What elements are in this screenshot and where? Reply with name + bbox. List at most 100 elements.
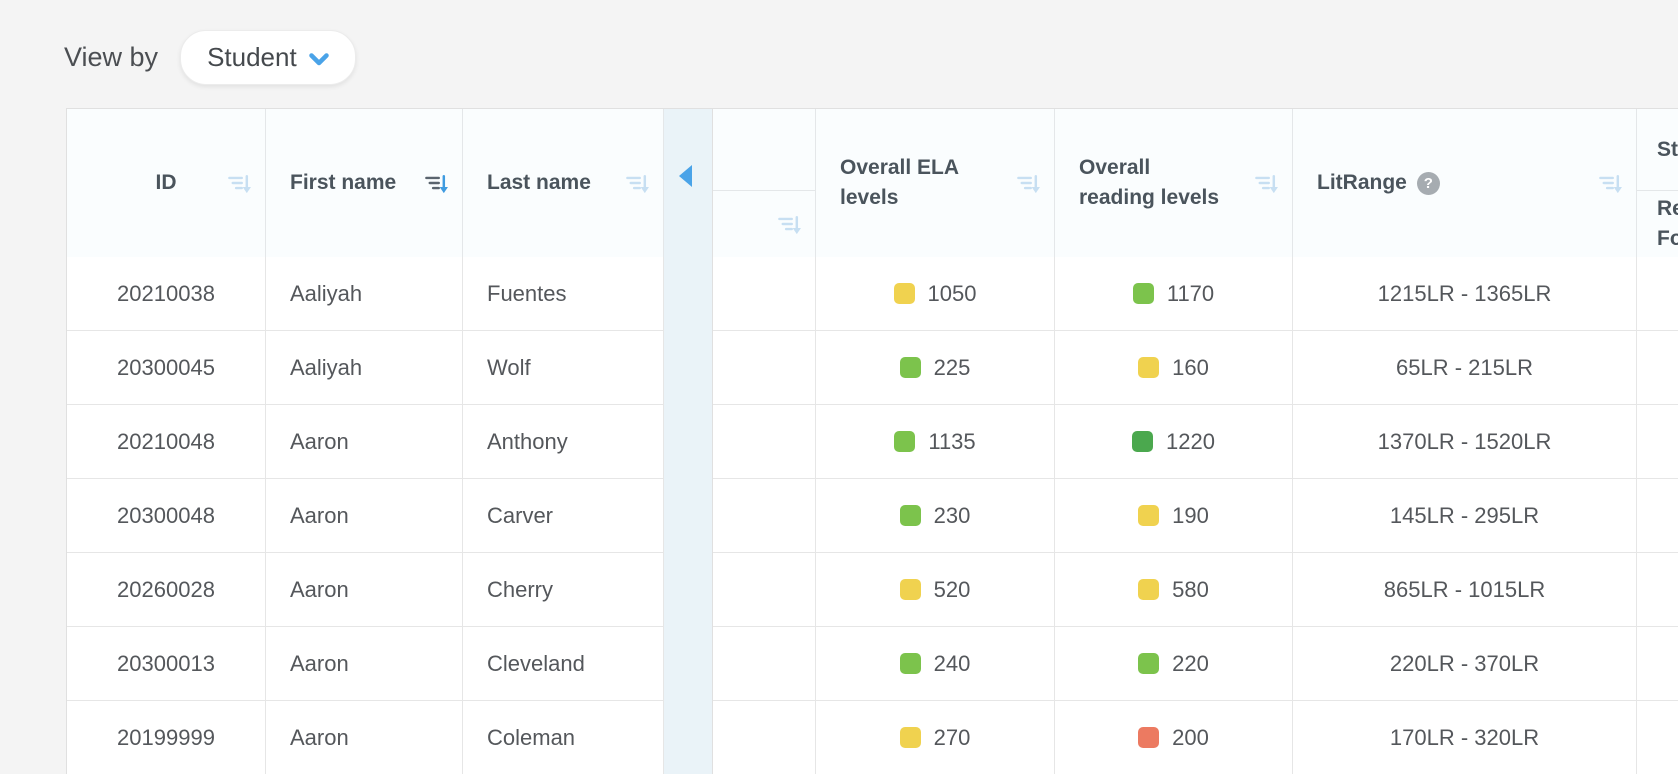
cell-first-name: Aaliyah	[266, 331, 463, 404]
collapsed-column-strip[interactable]	[664, 109, 713, 774]
sub-header-empty[interactable]	[713, 191, 815, 257]
cell-ela-level: 270	[816, 701, 1055, 774]
column-header-litrange[interactable]: LitRange ?	[1293, 109, 1637, 257]
column-header-label: levels	[840, 186, 899, 209]
column-header-label: LitRange	[1317, 171, 1407, 194]
view-by-label: View by	[64, 42, 159, 72]
level-indicator	[894, 431, 916, 452]
cell-first-name: Aaron	[266, 405, 463, 478]
cell-last-name: Anthony	[463, 405, 664, 478]
cell-ela-level: 225	[816, 331, 1055, 404]
reading-level-value: 1170	[1166, 280, 1215, 306]
ela-level-value: 270	[933, 724, 971, 750]
column-header-partial[interactable]: St Re Fo	[1637, 109, 1678, 257]
table-row: 20199999 Aaron Coleman 270 200 170LR - 3…	[67, 701, 1678, 774]
expand-column-left-arrow-icon[interactable]	[679, 165, 692, 187]
level-indicator	[893, 283, 915, 304]
column-header-label: Last name	[487, 171, 591, 194]
level-indicator	[899, 357, 921, 378]
ela-level-value: 520	[933, 576, 971, 602]
cell-last-name: Carver	[463, 479, 664, 552]
sort-icon[interactable]	[624, 170, 651, 197]
cell-reading-level: 200	[1055, 701, 1293, 774]
level-indicator	[1138, 653, 1160, 674]
level-indicator	[1138, 579, 1160, 600]
reading-level-value: 1220	[1166, 428, 1215, 454]
cell-reading-level: 160	[1055, 331, 1293, 404]
ela-level-value: 1050	[927, 280, 977, 306]
table-row: 20300013 Aaron Cleveland 240 220 220LR -…	[67, 627, 1678, 701]
cell-partial	[1637, 331, 1678, 404]
column-header-overall-reading-levels[interactable]: Overall reading levels	[1055, 109, 1293, 257]
chevron-down-icon	[308, 52, 329, 65]
ela-level-value: 230	[933, 502, 971, 528]
cell-first-name: Aaliyah	[266, 257, 463, 330]
cell-litrange: 865LR - 1015LR	[1293, 553, 1637, 626]
cell-id: 20300048	[67, 479, 266, 552]
table-row: 20260028 Aaron Cherry 520 580 865LR - 10…	[67, 553, 1678, 627]
column-header-first-name[interactable]: First name	[266, 109, 463, 257]
cell-hidden	[713, 257, 816, 330]
cell-partial	[1637, 405, 1678, 478]
cell-reading-level: 190	[1055, 479, 1293, 552]
cell-id: 20210038	[67, 257, 266, 330]
level-indicator	[1132, 431, 1154, 452]
cell-ela-level: 520	[816, 553, 1055, 626]
cell-reading-level: 1220	[1055, 405, 1293, 478]
cell-ela-level: 230	[816, 479, 1055, 552]
view-by-toolbar: View by Student	[64, 30, 356, 85]
level-indicator	[899, 727, 921, 748]
reading-level-value: 580	[1172, 576, 1209, 602]
column-header-label: reading levels	[1079, 186, 1220, 209]
cell-hidden	[713, 627, 816, 700]
ela-level-value: 225	[933, 354, 971, 380]
level-indicator	[1132, 283, 1154, 304]
sort-icon[interactable]	[1015, 170, 1042, 197]
column-header-last-name[interactable]: Last name	[463, 109, 664, 257]
sub-header-partial: Re Fo	[1637, 191, 1678, 257]
level-indicator	[899, 579, 921, 600]
cell-litrange: 1215LR - 1365LR	[1293, 257, 1637, 330]
cell-ela-level: 240	[816, 627, 1055, 700]
sort-icon[interactable]	[776, 211, 803, 238]
cell-hidden	[713, 331, 816, 404]
cell-reading-level: 580	[1055, 553, 1293, 626]
students-table: ID First name Last name	[66, 108, 1678, 774]
level-indicator	[899, 505, 921, 526]
cell-ela-level: 1135	[816, 405, 1055, 478]
cell-partial	[1637, 627, 1678, 700]
cell-hidden	[713, 479, 816, 552]
cell-last-name: Coleman	[463, 701, 664, 774]
cell-partial	[1637, 553, 1678, 626]
cell-hidden	[713, 701, 816, 774]
cell-hidden	[713, 553, 816, 626]
group-header-partial: St	[1637, 109, 1678, 191]
column-header-hidden[interactable]	[713, 109, 816, 257]
column-header-overall-ela-levels[interactable]: Overall ELA levels	[816, 109, 1055, 257]
view-by-dropdown[interactable]: Student	[180, 30, 356, 85]
column-header-label: Re	[1657, 197, 1678, 220]
sort-icon[interactable]	[1253, 170, 1280, 197]
help-icon[interactable]: ?	[1416, 171, 1440, 195]
ela-level-value: 240	[933, 650, 971, 676]
cell-last-name: Wolf	[463, 331, 664, 404]
column-header-id[interactable]: ID	[67, 109, 266, 257]
column-header-label: Fo	[1657, 227, 1678, 250]
table-row: 20300048 Aaron Carver 230 190 145LR - 29…	[67, 479, 1678, 553]
cell-partial	[1637, 257, 1678, 330]
cell-litrange: 170LR - 320LR	[1293, 701, 1637, 774]
cell-id: 20199999	[67, 701, 266, 774]
ela-level-value: 1135	[928, 428, 976, 454]
sort-descending-icon[interactable]	[423, 170, 450, 197]
sort-icon[interactable]	[226, 170, 253, 197]
cell-last-name: Cherry	[463, 553, 664, 626]
table-row: 20300045 Aaliyah Wolf 225 160 65LR - 215…	[67, 331, 1678, 405]
cell-id: 20210048	[67, 405, 266, 478]
reading-level-value: 190	[1172, 502, 1209, 528]
cell-hidden	[713, 405, 816, 478]
cell-reading-level: 1170	[1055, 257, 1293, 330]
sort-icon[interactable]	[1597, 170, 1624, 197]
cell-litrange: 220LR - 370LR	[1293, 627, 1637, 700]
level-indicator	[899, 653, 921, 674]
cell-first-name: Aaron	[266, 627, 463, 700]
